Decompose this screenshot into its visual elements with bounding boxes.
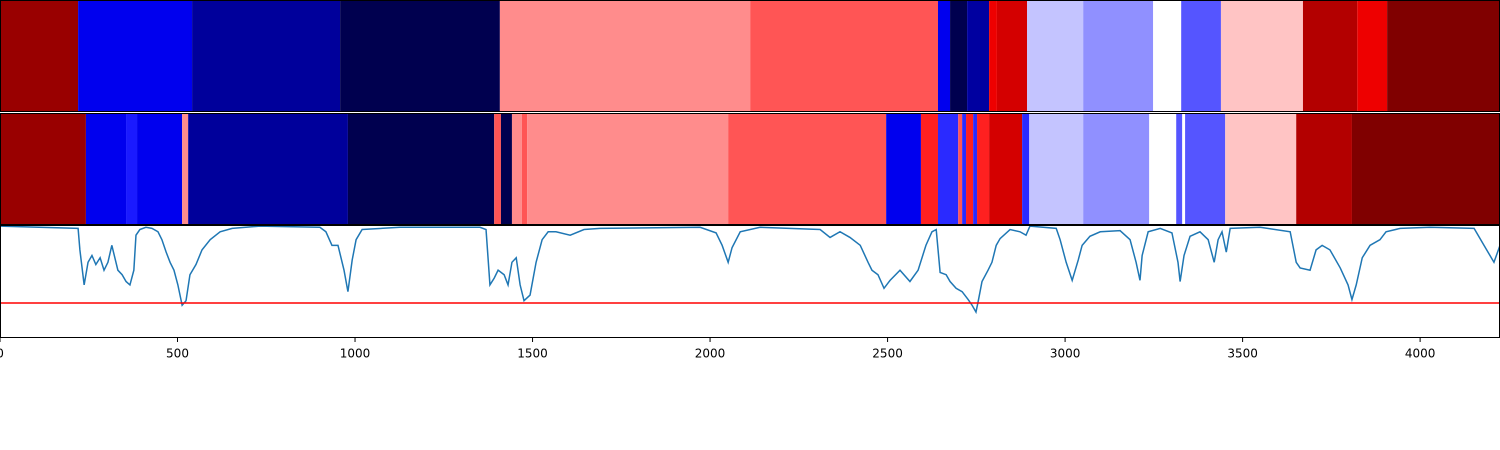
segment: [1387, 0, 1500, 112]
segment: [521, 113, 528, 225]
segment: [1149, 113, 1177, 225]
segment: [499, 0, 751, 112]
segment: [1153, 0, 1182, 112]
x-tick-label: 4000: [1405, 347, 1436, 361]
x-tick-label: 2500: [872, 347, 903, 361]
segment: [989, 0, 997, 112]
segment: [920, 113, 938, 225]
x-tick-label: 1500: [517, 347, 548, 361]
segment: [347, 113, 495, 225]
segment: [950, 0, 968, 112]
segment: [78, 0, 193, 112]
segment: [137, 113, 183, 225]
segment: [728, 113, 887, 225]
x-tick-label: 3500: [1227, 347, 1258, 361]
segment: [973, 113, 978, 225]
segment: [1357, 0, 1388, 112]
segment: [126, 113, 138, 225]
segment: [494, 113, 501, 225]
segment: [750, 0, 938, 112]
segment: [188, 113, 348, 225]
segment: [937, 113, 959, 225]
segment: [1083, 113, 1150, 225]
segment: [1351, 113, 1500, 225]
segment: [182, 113, 189, 225]
segment: [1029, 113, 1084, 225]
x-tick-label: 3000: [1050, 347, 1081, 361]
x-tick-label: 1000: [340, 347, 371, 361]
x-tick-label: 0: [0, 347, 4, 361]
x-tick-label: 2000: [695, 347, 726, 361]
segment: [500, 113, 512, 225]
segment: [1296, 113, 1352, 225]
segment: [958, 113, 963, 225]
segment: [511, 113, 522, 225]
segment: [1083, 0, 1154, 112]
segment: [85, 113, 127, 225]
segment: [340, 0, 500, 112]
segment: [886, 113, 921, 225]
segment: [966, 113, 974, 225]
segment: [0, 0, 79, 112]
segment: [977, 113, 990, 225]
segment: [1185, 113, 1226, 225]
data-line: [0, 225, 1500, 315]
segment: [1027, 0, 1084, 112]
segment: [1181, 0, 1221, 112]
segment: [1182, 113, 1186, 225]
segment: [1022, 113, 1030, 225]
segment: [989, 113, 1023, 225]
segment: [192, 0, 341, 112]
x-tick-label: 500: [166, 347, 189, 361]
segment: [937, 0, 951, 112]
segment: [1220, 0, 1303, 112]
segment: [996, 0, 1028, 112]
segment: [967, 0, 990, 112]
segment: [0, 113, 86, 225]
segment: [1225, 113, 1297, 225]
panel-frame: [0, 225, 1500, 338]
segment: [962, 113, 967, 225]
segment: [1176, 113, 1183, 225]
segment: [1302, 0, 1358, 112]
segment: [527, 113, 729, 225]
